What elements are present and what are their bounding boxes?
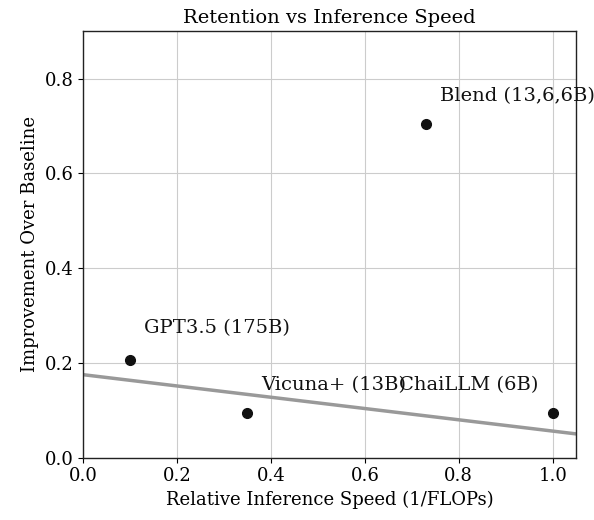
Point <box>243 408 252 417</box>
Text: ChaiLLM (6B): ChaiLLM (6B) <box>399 375 539 394</box>
Text: Vicuna+ (13B): Vicuna+ (13B) <box>261 375 406 394</box>
Title: Retention vs Inference Speed: Retention vs Inference Speed <box>184 9 476 27</box>
Point <box>421 120 431 128</box>
Y-axis label: Improvement Over Baseline: Improvement Over Baseline <box>21 116 39 372</box>
Point <box>125 356 135 365</box>
Point <box>548 408 557 417</box>
X-axis label: Relative Inference Speed (1/FLOPs): Relative Inference Speed (1/FLOPs) <box>166 491 494 509</box>
Text: GPT3.5 (175B): GPT3.5 (175B) <box>144 319 290 337</box>
Text: Blend (13,6,6B): Blend (13,6,6B) <box>440 87 594 105</box>
